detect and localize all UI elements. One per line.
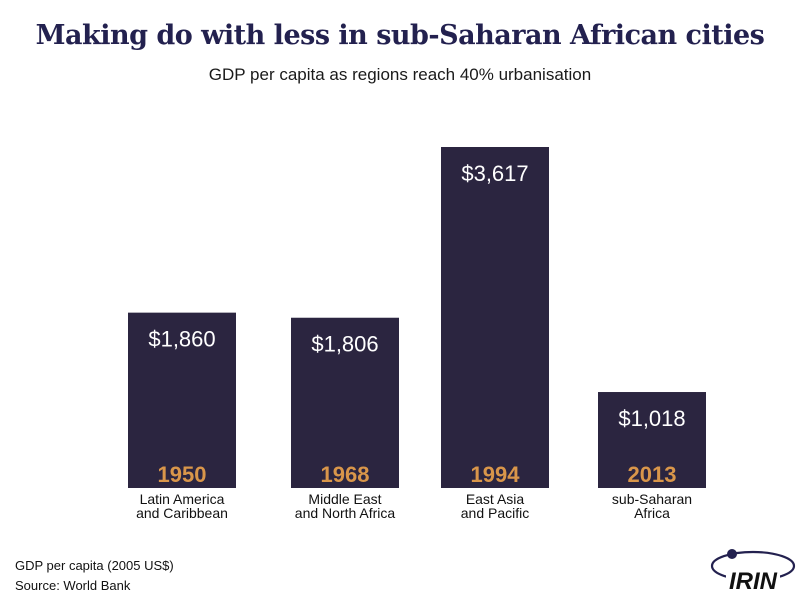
category-label: and Pacific (461, 505, 529, 521)
bar (441, 147, 549, 488)
value-label: $3,617 (461, 161, 528, 186)
bar (291, 317, 399, 488)
value-label: $1,018 (618, 406, 685, 431)
category-label: and North Africa (295, 505, 396, 521)
logo-text: IRIN (729, 568, 778, 594)
year-label: 1994 (471, 462, 521, 487)
category-label: and Caribbean (136, 505, 228, 521)
chart-title: Making do with less in sub-Saharan Afric… (35, 20, 765, 51)
irin-logo: IRIN (710, 549, 796, 594)
chart-subtitle: GDP per capita as regions reach 40% urba… (208, 65, 592, 84)
year-label: 1950 (158, 462, 207, 487)
bar (598, 392, 706, 488)
logo-dot-icon (727, 549, 737, 559)
bar (128, 312, 236, 488)
chart-footer: GDP per capita (2005 US$) Source: World … (15, 556, 174, 596)
source-note: Source: World Bank (15, 578, 131, 593)
value-label: $1,806 (311, 332, 378, 357)
value-label: $1,860 (148, 327, 215, 352)
unit-note: GDP per capita (2005 US$) (15, 558, 174, 573)
category-label: East Asia (466, 491, 525, 507)
year-label: 1968 (321, 462, 370, 487)
category-label: Latin America (140, 491, 225, 507)
category-label: Middle East (308, 491, 381, 507)
category-label: Africa (634, 505, 670, 521)
year-label: 2013 (628, 462, 677, 487)
category-label: sub-Saharan (612, 491, 692, 507)
